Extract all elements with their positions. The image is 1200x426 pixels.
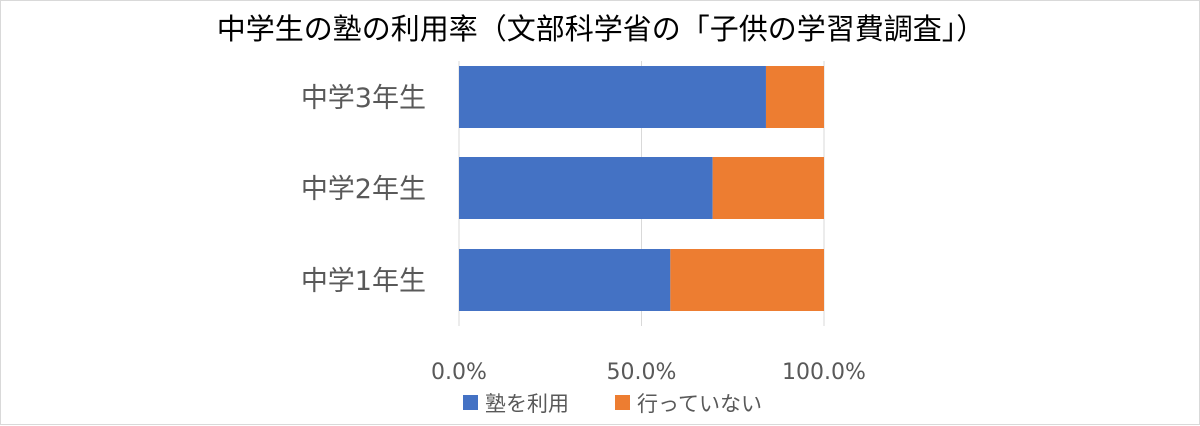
x-tick-label-1: 50.0% [607, 360, 677, 385]
legend-label-0: 塾を利用 [485, 392, 569, 416]
bar-none-2 [670, 249, 824, 311]
x-tick-label-0: 0.0% [431, 360, 487, 385]
bar-none-1 [712, 157, 824, 219]
chart-title: 中学生の塾の利用率（文部科学省の「子供の学習費調査」） [217, 12, 986, 46]
legend-label-1: 行っていない [637, 392, 762, 416]
legend-swatch-0 [463, 395, 478, 410]
category-label-0: 中学3年生 [301, 83, 426, 114]
bar-juku-2 [459, 249, 671, 311]
bar-juku-0 [459, 66, 766, 128]
x-tick-label-2: 100.0% [782, 360, 866, 385]
bar-none-0 [765, 66, 824, 128]
category-label-1: 中学2年生 [301, 174, 426, 205]
bar-juku-1 [459, 157, 713, 219]
legend: 塾を利用 行っていない [463, 392, 762, 416]
x-tick-labels: 0.0% 50.0% 100.0% [431, 360, 866, 385]
bars [459, 66, 824, 311]
legend-swatch-1 [615, 395, 630, 410]
category-label-2: 中学1年生 [301, 266, 426, 297]
